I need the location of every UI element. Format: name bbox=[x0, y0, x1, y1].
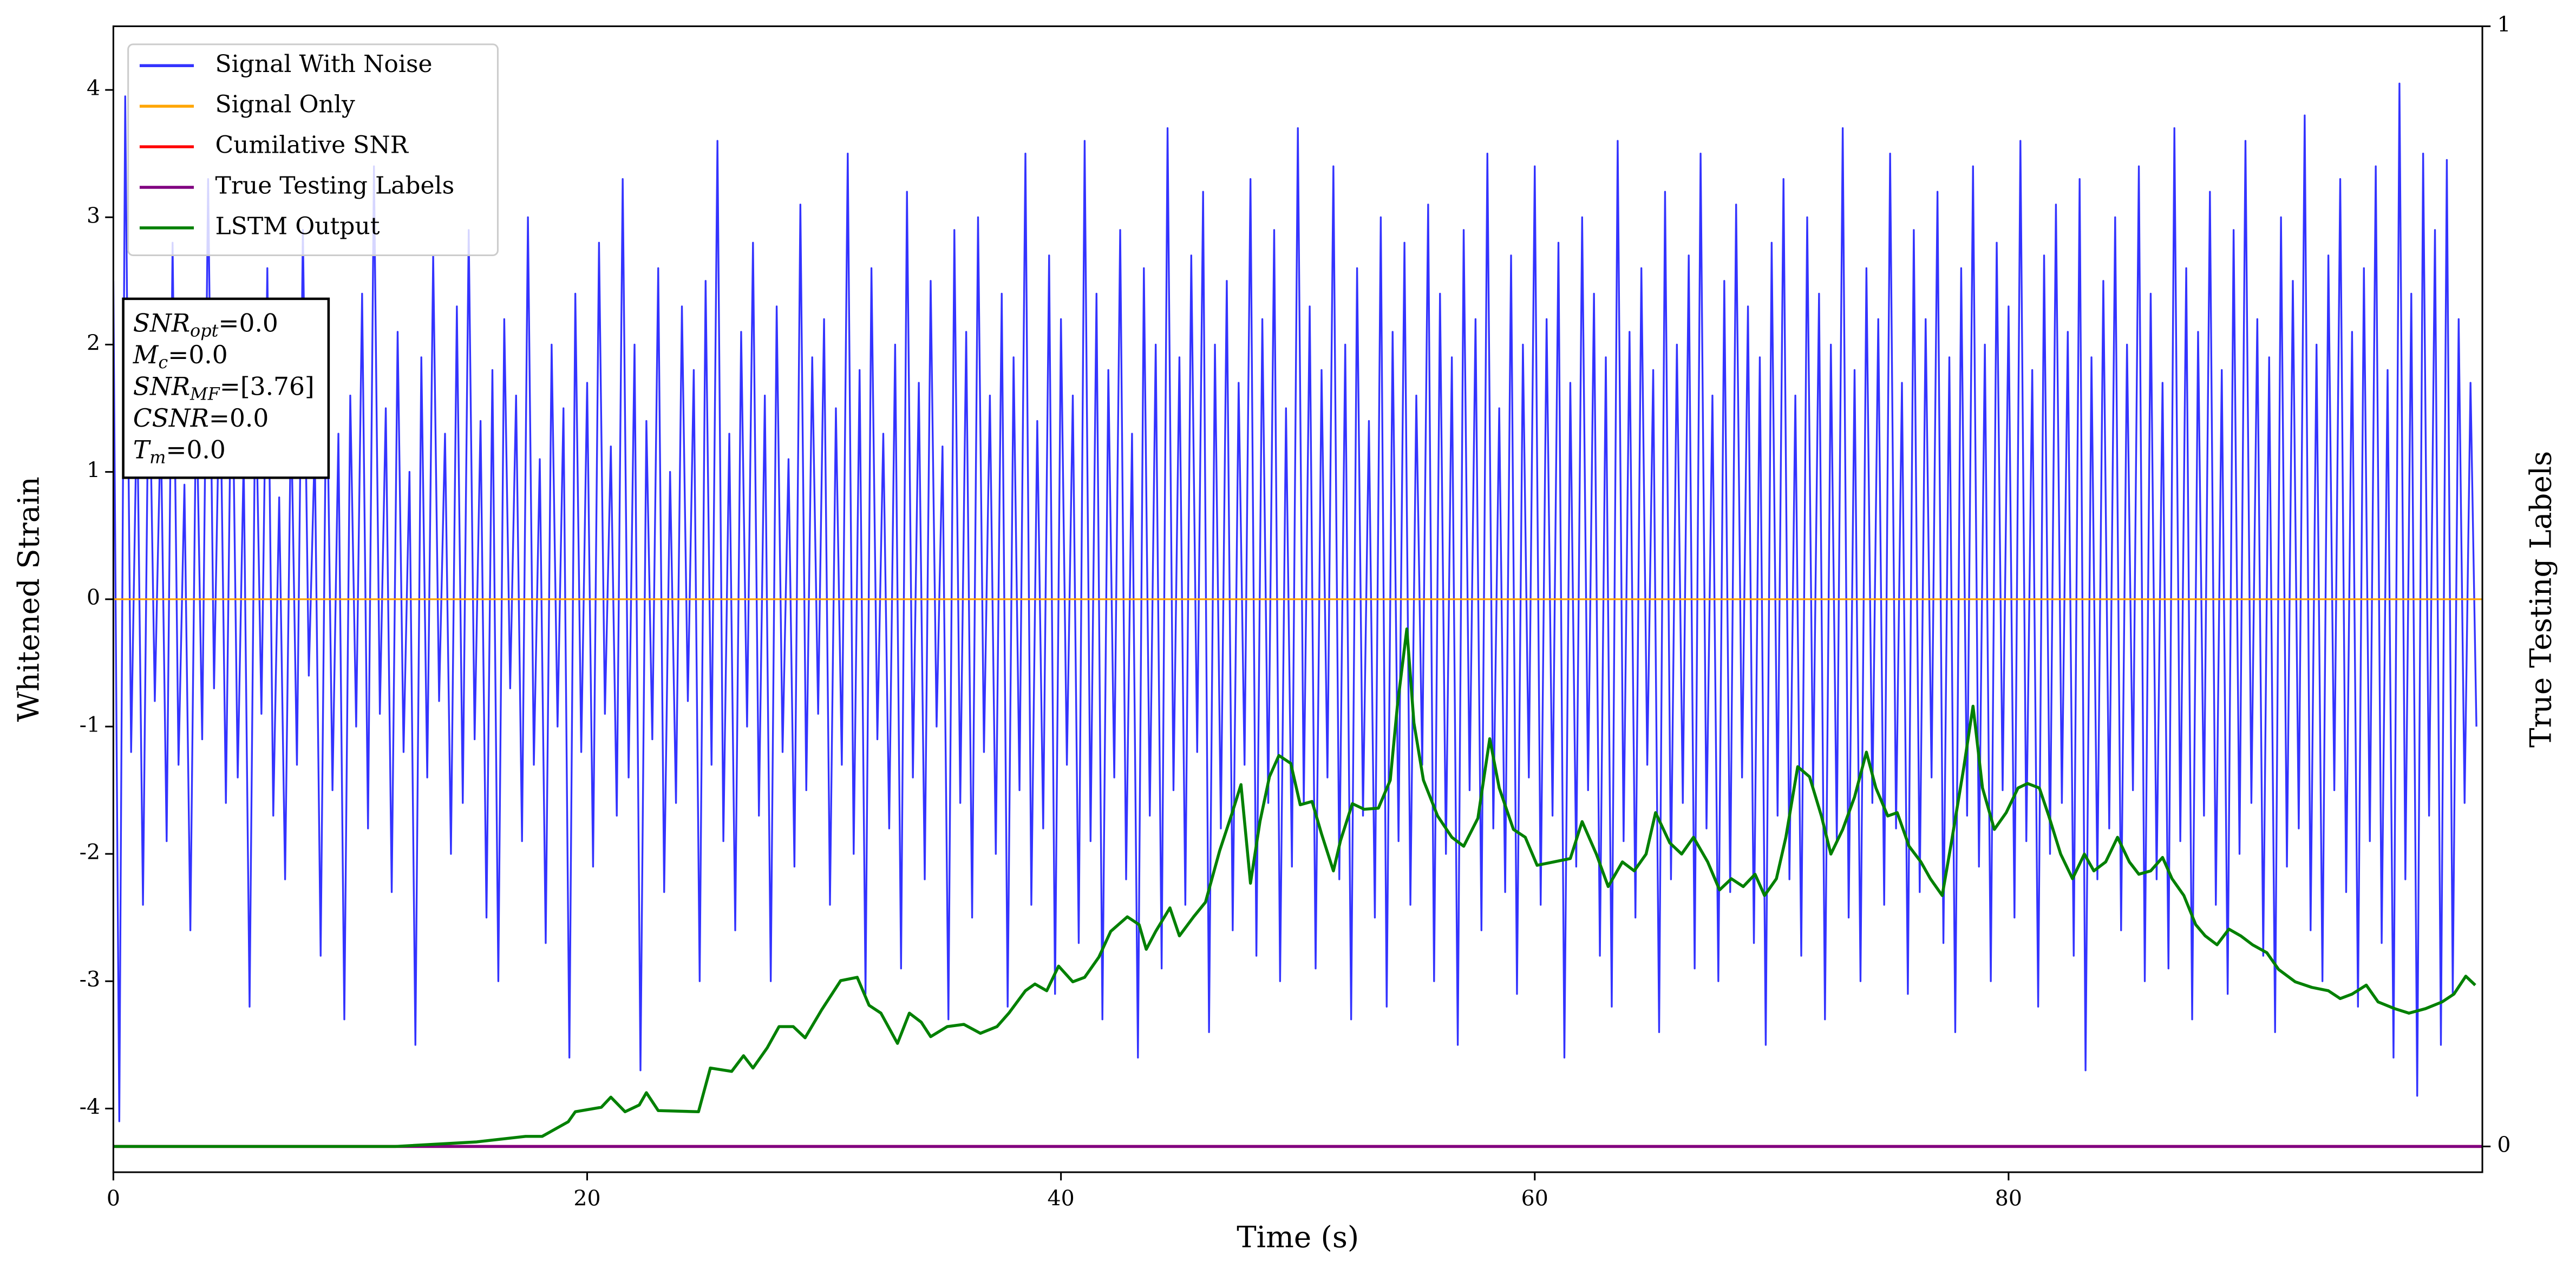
legend-label: Signal Only bbox=[215, 91, 355, 119]
series-line bbox=[113, 82, 2477, 1122]
x-tick-label: 0 bbox=[107, 1186, 120, 1211]
legend-label: LSTM Output bbox=[215, 212, 380, 240]
y-tick-label: 0 bbox=[87, 585, 100, 610]
annotation-line: SNRopt=0.0 bbox=[133, 309, 278, 341]
annotation-value: =0.0 bbox=[168, 340, 227, 369]
plot-area bbox=[113, 82, 2483, 1148]
legend: Signal With Noise Signal Only Cumilative S… bbox=[127, 43, 499, 257]
y-tick-label: 3 bbox=[87, 203, 100, 228]
annotation-subscript: opt bbox=[190, 320, 219, 341]
annotation-frame bbox=[122, 297, 330, 479]
legend-label: Signal With Noise bbox=[215, 50, 433, 78]
annotation-value: =0.0 bbox=[209, 403, 269, 432]
annotation-value: =0.0 bbox=[218, 309, 278, 337]
annotation-value: =[3.76] bbox=[220, 372, 315, 401]
y-tick-label: -3 bbox=[80, 967, 100, 992]
legend-frame bbox=[127, 43, 499, 257]
annotation-line: CSNR=0.0 bbox=[133, 403, 269, 432]
annotation-line: Tm=0.0 bbox=[133, 435, 226, 467]
y2-tick-label: 1 bbox=[2497, 12, 2510, 37]
annotation-line: SNRMF=[3.76] bbox=[133, 372, 315, 404]
y-tick-label: 2 bbox=[87, 330, 100, 355]
annotation-symbol: SNR bbox=[133, 372, 190, 401]
x-tick-label: 60 bbox=[1521, 1186, 1548, 1211]
annotation-symbol: SNR bbox=[133, 309, 190, 337]
legend-label: True Testing Labels bbox=[215, 172, 455, 199]
y-tick-label: -2 bbox=[80, 840, 100, 865]
y-tick-label: 4 bbox=[87, 76, 100, 101]
y-tick-label: -4 bbox=[80, 1094, 100, 1119]
x-tick-label: 20 bbox=[573, 1186, 600, 1211]
annotation-symbol: T bbox=[133, 435, 152, 464]
annotation-line: Mc=0.0 bbox=[133, 340, 228, 372]
series-line bbox=[113, 627, 2476, 1148]
annotation-subscript: c bbox=[158, 352, 168, 373]
y2-tick-label: 0 bbox=[2497, 1132, 2510, 1157]
x-axis-label: Time (s) bbox=[1237, 1219, 1359, 1254]
x-tick-label: 80 bbox=[1995, 1186, 2022, 1211]
y-axis-label: Whitened Strain bbox=[11, 476, 46, 722]
annotation-symbol: M bbox=[133, 340, 159, 369]
x-tick-label: 40 bbox=[1048, 1186, 1075, 1211]
y-tick-label: -1 bbox=[80, 713, 100, 737]
legend-label: Cumilative SNR bbox=[215, 132, 409, 159]
annotation-value: =0.0 bbox=[166, 435, 225, 464]
annotation: SNRopt=0.0Mc=0.0SNRMF=[3.76]CSNR=0.0Tm=0… bbox=[122, 297, 330, 479]
annotation-subscript: m bbox=[149, 447, 166, 467]
annotation-subscript: MF bbox=[189, 383, 221, 404]
annotation-symbol: CSNR bbox=[133, 403, 209, 432]
y-tick-label: 1 bbox=[87, 458, 100, 483]
y2-axis-label: True Testing Labels bbox=[2523, 451, 2558, 748]
